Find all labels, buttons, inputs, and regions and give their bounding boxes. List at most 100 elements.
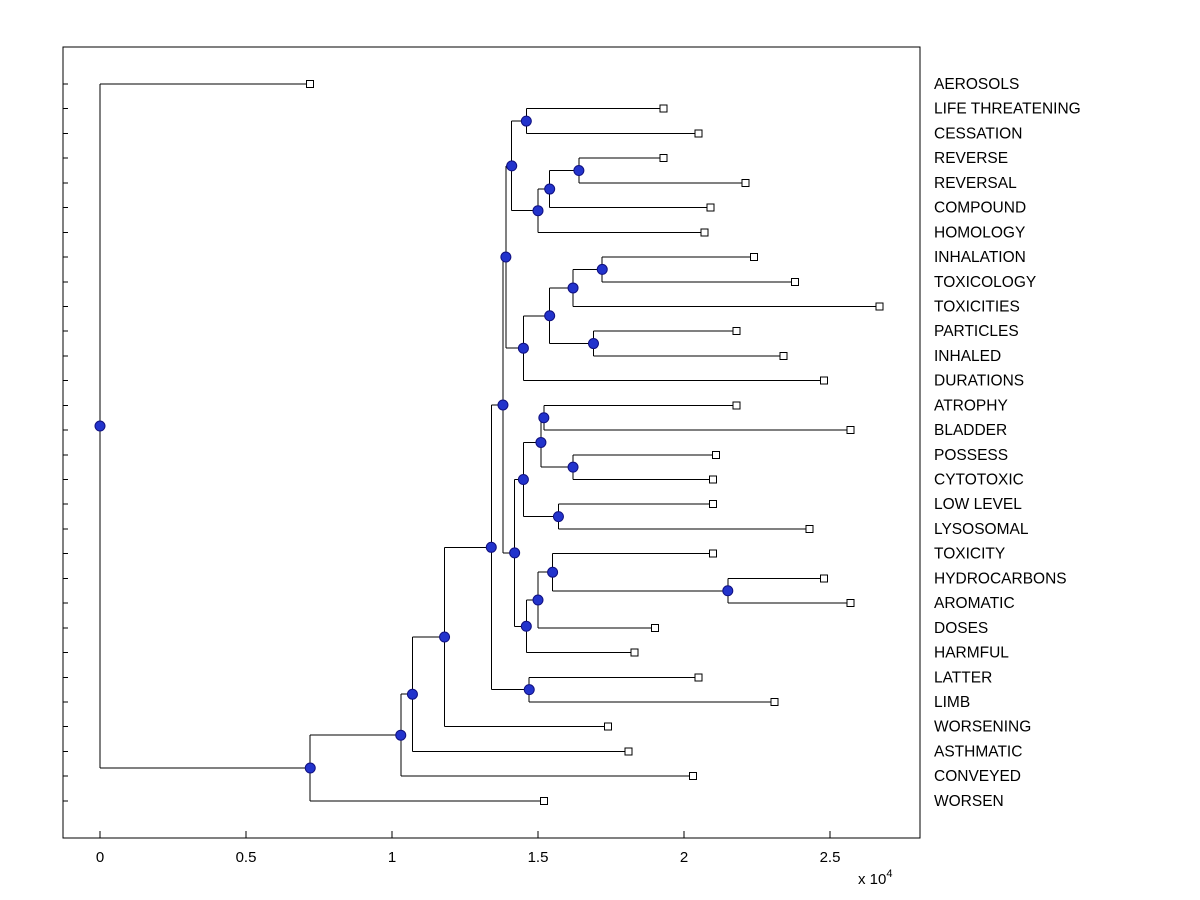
x-tick-label: 0.5: [236, 849, 257, 866]
leaf-marker: [712, 450, 721, 459]
x-tick-label: 0: [96, 849, 104, 866]
leaf-marker: [306, 80, 315, 88]
internal-node-marker: [535, 436, 547, 448]
leaf-marker: [624, 747, 633, 756]
leaf-marker: [709, 475, 718, 484]
leaf-label: LOW LEVEL: [934, 496, 1022, 513]
leaf-marker: [630, 648, 639, 657]
leaf-marker: [779, 351, 788, 360]
leaf-label: LIMB: [934, 694, 970, 711]
leaf-marker: [846, 599, 855, 608]
leaf-label: LIFE THREATENING: [934, 101, 1081, 118]
internal-node-marker: [395, 729, 407, 741]
leaf-label: WORSENING: [934, 719, 1031, 736]
internal-node-marker: [506, 160, 518, 172]
leaf-label: CYTOTOXIC: [934, 472, 1024, 489]
internal-node-marker: [485, 541, 497, 553]
leaf-label: COMPOUND: [934, 200, 1026, 217]
leaf-label: PARTICLES: [934, 323, 1019, 340]
leaf-label: AROMATIC: [934, 595, 1015, 612]
leaf-marker: [805, 524, 814, 533]
x-axis-multiplier-label: x 104: [858, 868, 892, 888]
leaf-label: ATROPHY: [934, 397, 1008, 414]
leaf-labels: AEROSOLS LIFE THREATENING CESSATION REVERSE…: [934, 76, 1081, 810]
leaf-label: INHALATION: [934, 249, 1026, 266]
internal-node-marker: [94, 420, 106, 432]
leaf-marker: [750, 253, 759, 262]
leaf-marker: [700, 228, 709, 237]
internal-node-marker: [509, 547, 521, 559]
leaf-marker: [846, 426, 855, 435]
x-tick-label: 1: [388, 849, 396, 866]
internal-node-marker: [439, 631, 451, 643]
leaf-marker: [694, 129, 703, 138]
internal-node-marker: [552, 511, 564, 523]
internal-node-marker: [587, 338, 599, 350]
internal-node-marker: [596, 263, 608, 275]
internal-node-marker: [544, 183, 556, 195]
leaf-marker: [706, 203, 715, 212]
leaf-label: BLADDER: [934, 422, 1007, 439]
leaf-label: POSSESS: [934, 447, 1008, 464]
internal-node-marker: [538, 412, 550, 424]
leaf-label: TOXICITIES: [934, 298, 1020, 315]
leaf-label: ASTHMATIC: [934, 743, 1022, 760]
x-tick-label: 2: [680, 849, 688, 866]
internal-node-marker: [304, 762, 316, 774]
leaf-marker: [770, 698, 779, 706]
internal-node-marker: [532, 594, 544, 606]
x-axis: 0 0.5 1 1.5 2 2.5 x 104: [96, 831, 892, 888]
internal-node-marker: [523, 684, 535, 696]
leaf-label: REVERSE: [934, 150, 1008, 167]
leaf-label: WORSEN: [934, 793, 1004, 810]
internal-node-marker: [520, 115, 532, 127]
internal-node-marker: [567, 282, 579, 294]
internal-node-marker: [406, 688, 418, 700]
leaf-marker: [694, 673, 703, 682]
leaf-marker: [709, 500, 718, 509]
internal-node-marker: [497, 399, 509, 411]
leaf-label: TOXICITY: [934, 546, 1005, 563]
internal-node-marker: [500, 251, 512, 263]
leaf-label: DURATIONS: [934, 373, 1024, 390]
leaf-label: HOMOLOGY: [934, 224, 1025, 241]
leaf-marker: [732, 327, 741, 336]
leaf-label: HARMFUL: [934, 645, 1009, 662]
leaf-label: TOXICOLOGY: [934, 274, 1036, 291]
leaf-marker: [650, 623, 659, 632]
leaf-marker: [659, 154, 668, 163]
internal-node-marker: [520, 620, 532, 632]
internal-node-marker: [544, 310, 556, 322]
leaf-marker: [539, 796, 548, 805]
leaf-label: REVERSAL: [934, 175, 1017, 192]
leaf-marker: [688, 772, 697, 781]
internal-node-marker: [573, 165, 585, 177]
leaf-label: LYSOSOMAL: [934, 521, 1029, 538]
internal-node-marker: [532, 205, 544, 217]
leaf-marker: [709, 549, 718, 558]
leaf-marker: [732, 401, 741, 410]
y-axis-ticks: [63, 83, 68, 802]
leaf-label: HYDROCARBONS: [934, 570, 1067, 587]
internal-node-marker: [567, 461, 579, 473]
internal-node-marker: [722, 585, 734, 597]
leaf-marker: [741, 178, 750, 187]
x-tick-label: 2.5: [820, 849, 841, 866]
leaf-marker: [820, 376, 829, 385]
leaf-label: LATTER: [934, 669, 992, 686]
leaf-marker: [790, 277, 799, 286]
internal-node-marker: [547, 566, 559, 578]
leaf-marker: [659, 104, 668, 113]
leaf-label: CONVEYED: [934, 768, 1021, 785]
leaf-label: DOSES: [934, 620, 988, 637]
leaf-marker: [604, 722, 613, 731]
x-tick-label: 1.5: [528, 849, 549, 866]
leaf-label: AEROSOLS: [934, 76, 1019, 93]
leaf-label: CESSATION: [934, 125, 1022, 142]
internal-node-marker: [517, 342, 529, 354]
internal-node-marker: [517, 474, 529, 486]
leaf-marker: [820, 574, 829, 583]
node-markers: [94, 80, 884, 805]
